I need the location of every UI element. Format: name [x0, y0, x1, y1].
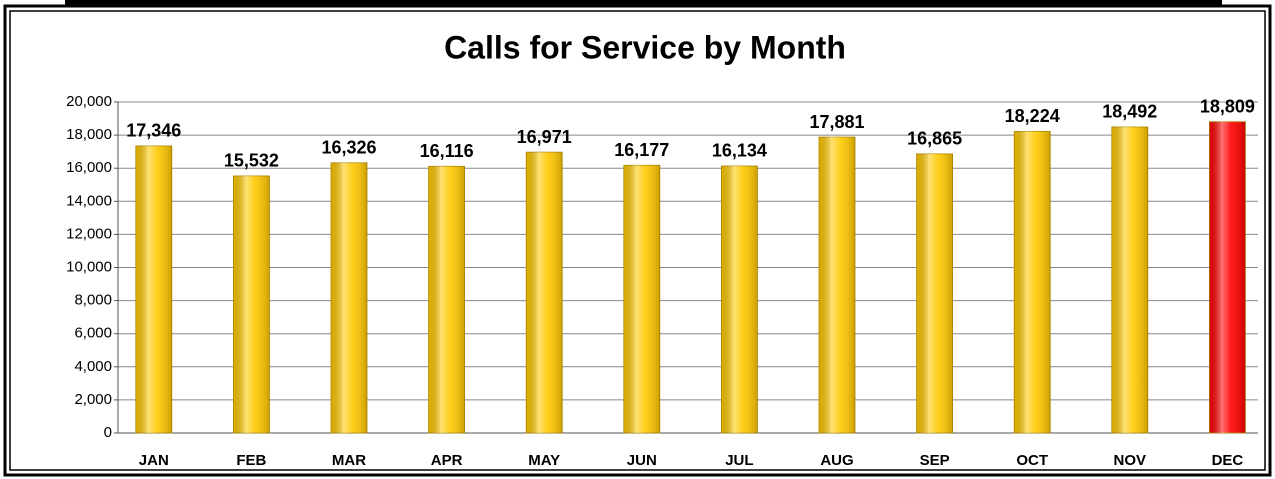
x-tick-label: AUG [820, 452, 853, 469]
y-tick-label: 4,000 [74, 358, 112, 375]
data-label: 17,346 [126, 121, 181, 141]
bar-shine [1209, 121, 1246, 433]
data-label: 16,177 [614, 140, 669, 160]
y-tick-label: 10,000 [66, 258, 112, 275]
y-tick-label: 6,000 [74, 325, 112, 342]
y-tick-label: 20,000 [66, 93, 112, 110]
y-tick-label: 16,000 [66, 159, 112, 176]
bar-shine [819, 137, 855, 433]
x-tick-label: JAN [139, 452, 169, 469]
chart-title: Calls for Service by Month [444, 29, 846, 65]
data-label: 16,865 [907, 129, 962, 149]
data-label: 15,532 [224, 151, 279, 171]
bar-shine [623, 165, 660, 434]
y-tick-label: 0 [104, 424, 112, 441]
bar-shine [916, 153, 953, 433]
x-tick-label: NOV [1114, 452, 1147, 469]
data-label: 16,134 [712, 141, 767, 161]
data-label: 18,809 [1200, 96, 1255, 116]
y-tick-label: 2,000 [74, 391, 112, 408]
bar-shine [135, 145, 172, 433]
data-label: 18,492 [1102, 102, 1157, 122]
y-tick-label: 18,000 [66, 126, 112, 143]
x-tick-label: JUL [725, 452, 753, 469]
x-tick-label: MAY [528, 452, 560, 469]
data-label: 16,326 [321, 138, 376, 158]
x-tick-label: FEB [236, 452, 266, 469]
bar-shine [1014, 131, 1051, 433]
x-tick-label: DEC [1212, 452, 1244, 469]
bar-shine [233, 175, 270, 433]
top-bar [65, 0, 1222, 8]
y-tick-label: 14,000 [66, 192, 112, 209]
y-tick-label: 12,000 [66, 225, 112, 242]
data-label: 16,971 [517, 127, 572, 147]
bar-shine [721, 165, 758, 433]
x-tick-label: OCT [1016, 452, 1048, 469]
bar-shine [331, 162, 367, 434]
y-tick-label: 8,000 [74, 292, 112, 309]
data-label: 17,881 [809, 112, 864, 132]
data-label: 16,116 [420, 141, 474, 161]
bar-shine [526, 152, 563, 433]
x-tick-label: JUN [627, 452, 657, 469]
x-tick-label: MAR [332, 452, 366, 469]
data-label: 18,224 [1005, 106, 1060, 126]
bar-shine [428, 166, 465, 433]
bar-shine [1111, 126, 1148, 433]
inner-frame [9, 10, 1266, 471]
x-tick-label: APR [431, 452, 463, 469]
x-tick-label: SEP [920, 452, 950, 469]
